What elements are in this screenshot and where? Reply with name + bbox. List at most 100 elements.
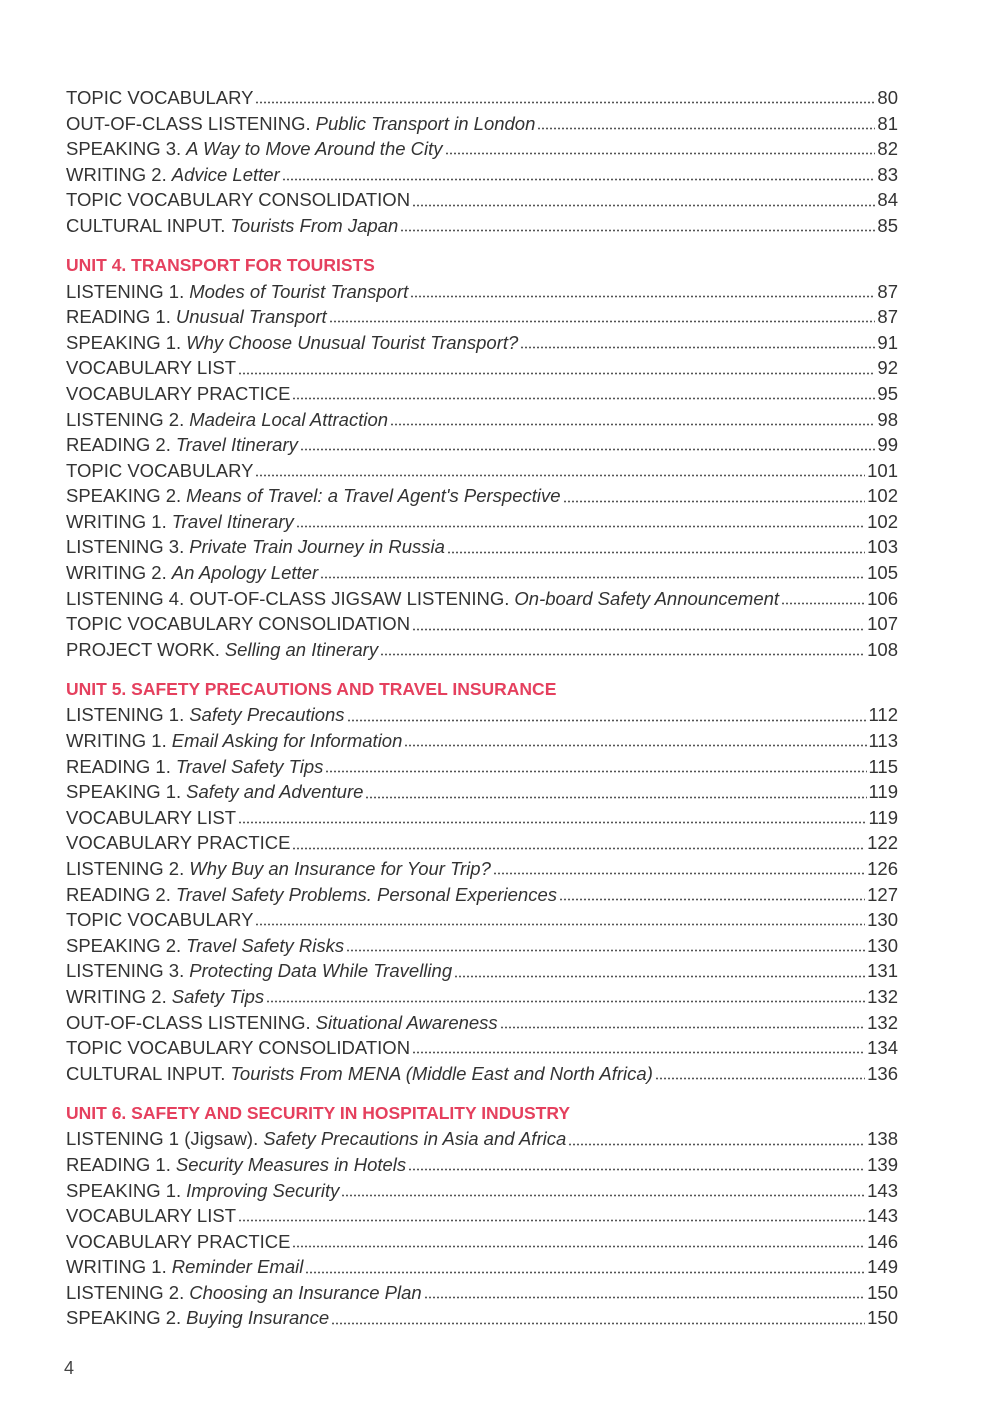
entry-label: LISTENING 1. bbox=[66, 704, 185, 726]
entry-label: LISTENING 2. bbox=[66, 408, 185, 430]
entry-title: Tourists From Japan bbox=[230, 214, 399, 236]
toc-entry: TOPIC VOCABULARY CONSOLIDATION 134 bbox=[66, 1035, 898, 1061]
entry-title: Advice Letter bbox=[171, 163, 280, 185]
entry-label: READING 2. bbox=[66, 434, 171, 456]
entry-label: LISTENING 2. bbox=[66, 858, 185, 879]
dot-leader bbox=[446, 550, 866, 554]
entry-title: Modes of Tourist Transport bbox=[189, 280, 409, 302]
dot-leader bbox=[520, 346, 876, 350]
dot-leader bbox=[328, 320, 876, 324]
entry-title: Private Train Journey in Russia bbox=[189, 536, 445, 558]
entry-label: SPEAKING 2. bbox=[66, 485, 182, 507]
entry-page: 132 bbox=[867, 1011, 898, 1033]
toc-entry: WRITING 2. Safety Tips 132 bbox=[66, 984, 898, 1010]
entry-page: 102 bbox=[867, 510, 898, 532]
dot-leader bbox=[255, 923, 866, 927]
entry-label: WRITING 1. bbox=[66, 510, 167, 532]
entry-label: CULTURAL INPUT. bbox=[66, 214, 226, 236]
entry-label: TOPIC VOCABULARY bbox=[66, 87, 254, 108]
dot-leader bbox=[331, 1321, 866, 1325]
entry-title: Safety Precautions bbox=[189, 704, 345, 726]
toc-entry: READING 2. Travel Itinerary 99 bbox=[66, 432, 898, 458]
toc-entry: READING 2. Travel Safety Problems. Person… bbox=[66, 882, 898, 908]
entry-label: LISTENING 1 (Jigsaw). bbox=[66, 1128, 259, 1150]
entry-page: 134 bbox=[867, 1037, 898, 1059]
toc-entry: READING 1. Security Measures in Hotels 139 bbox=[66, 1152, 898, 1178]
dot-leader bbox=[238, 371, 876, 375]
toc-entry: VOCABULARY PRACTICE 95 bbox=[66, 381, 898, 407]
entry-title: Tourists From MENA (Middle East and Nort… bbox=[230, 1062, 653, 1084]
entry-page: 87 bbox=[877, 306, 898, 328]
toc-entry: VOCABULARY PRACTICE 122 bbox=[66, 830, 898, 856]
entry-page: 103 bbox=[867, 536, 898, 558]
toc-entry: CULTURAL INPUT. Tourists From MENA (Middl… bbox=[66, 1061, 898, 1087]
dot-leader bbox=[266, 1000, 866, 1004]
toc-entry: PROJECT WORK. Selling an Itinerary 108 bbox=[66, 637, 898, 663]
toc-entry: WRITING 1. Email Asking for Information 11… bbox=[66, 728, 898, 754]
entry-page: 119 bbox=[868, 806, 899, 828]
entry-page: 87 bbox=[877, 280, 898, 302]
entry-title: An Apology Letter bbox=[171, 562, 319, 584]
entry-label: SPEAKING 2. bbox=[66, 934, 182, 956]
entry-label: WRITING 2. bbox=[66, 562, 167, 584]
entry-page: 106 bbox=[867, 587, 898, 609]
dot-leader bbox=[255, 474, 866, 477]
dot-leader bbox=[295, 525, 866, 529]
toc-entry: CULTURAL INPUT. Tourists From Japan 85 bbox=[66, 213, 898, 239]
toc-entry: SPEAKING 1. Safety and Adventure 119 bbox=[66, 779, 898, 805]
dot-leader bbox=[568, 1142, 866, 1146]
toc-entry: WRITING 1. Reminder Email 149 bbox=[66, 1254, 898, 1280]
dot-leader bbox=[559, 897, 866, 901]
entry-label: SPEAKING 1. bbox=[66, 781, 182, 803]
entry-page: 105 bbox=[867, 562, 898, 584]
entry-page: 84 bbox=[877, 189, 898, 211]
entry-page: 102 bbox=[867, 485, 898, 507]
entry-title: A Way to Move Around the City bbox=[186, 138, 443, 160]
dot-leader bbox=[454, 974, 866, 978]
entry-page: 130 bbox=[867, 909, 898, 931]
entry-title: Travel Safety Problems. Personal Experie… bbox=[175, 883, 557, 905]
entry-label: READING 1. bbox=[66, 1153, 171, 1175]
entry-label: CULTURAL INPUT. bbox=[66, 1062, 226, 1084]
entry-title: Buying Insurance bbox=[186, 1307, 330, 1329]
entry-title: Travel Itinerary bbox=[171, 510, 294, 532]
entry-title: Email Asking for Information bbox=[171, 730, 403, 752]
entry-page: 113 bbox=[868, 730, 899, 752]
toc-entry: TOPIC VOCABULARY 101 bbox=[66, 458, 898, 484]
entry-label: TOPIC VOCABULARY CONSOLIDATION bbox=[66, 1037, 411, 1059]
dot-leader bbox=[562, 499, 866, 503]
entry-label: OUT-OF-CLASS LISTENING. bbox=[66, 1011, 311, 1033]
entry-label: LISTENING 3. bbox=[66, 536, 185, 558]
entry-title: Reminder Email bbox=[171, 1256, 304, 1278]
entry-label: PROJECT WORK. bbox=[66, 638, 220, 660]
entry-title: Why Buy an Insurance for Your Trip? bbox=[189, 858, 491, 879]
entry-title: Madeira Local Attraction bbox=[189, 408, 389, 430]
toc-entry: LISTENING 2. Why Buy an Insurance for You… bbox=[66, 856, 898, 882]
dot-leader bbox=[444, 152, 876, 156]
entry-label: READING 1. bbox=[66, 306, 171, 328]
entry-page: 138 bbox=[867, 1128, 898, 1150]
toc-entry: TOPIC VOCABULARY 130 bbox=[66, 907, 898, 933]
entry-label: TOPIC VOCABULARY bbox=[66, 909, 254, 931]
entry-page: 143 bbox=[867, 1179, 898, 1201]
entry-label: WRITING 2. bbox=[66, 985, 167, 1007]
dot-leader bbox=[412, 203, 876, 207]
entry-page: 82 bbox=[877, 138, 898, 160]
entry-title: Travel Itinerary bbox=[175, 434, 298, 456]
entry-title: Travel Safety Tips bbox=[175, 755, 324, 777]
entry-label: READING 1. bbox=[66, 755, 171, 777]
toc-entry: LISTENING 1 (Jigsaw). Safety Precautions … bbox=[66, 1126, 898, 1152]
entry-title: Public Transport in London bbox=[315, 112, 536, 134]
entry-page: 126 bbox=[867, 858, 898, 879]
dot-leader bbox=[346, 949, 866, 953]
dot-leader bbox=[400, 229, 876, 233]
dot-leader bbox=[408, 1168, 866, 1172]
toc-entry: SPEAKING 2. Means of Travel: a Travel Age… bbox=[66, 483, 898, 509]
dot-leader bbox=[292, 397, 876, 401]
dot-leader bbox=[410, 294, 876, 298]
dot-leader bbox=[346, 718, 867, 722]
page-number: 4 bbox=[64, 1358, 75, 1378]
entry-title: Travel Safety Risks bbox=[186, 934, 345, 956]
entry-title: Improving Security bbox=[186, 1179, 340, 1201]
toc-entry: LISTENING 1. Modes of Tourist Transport 87 bbox=[66, 279, 898, 305]
